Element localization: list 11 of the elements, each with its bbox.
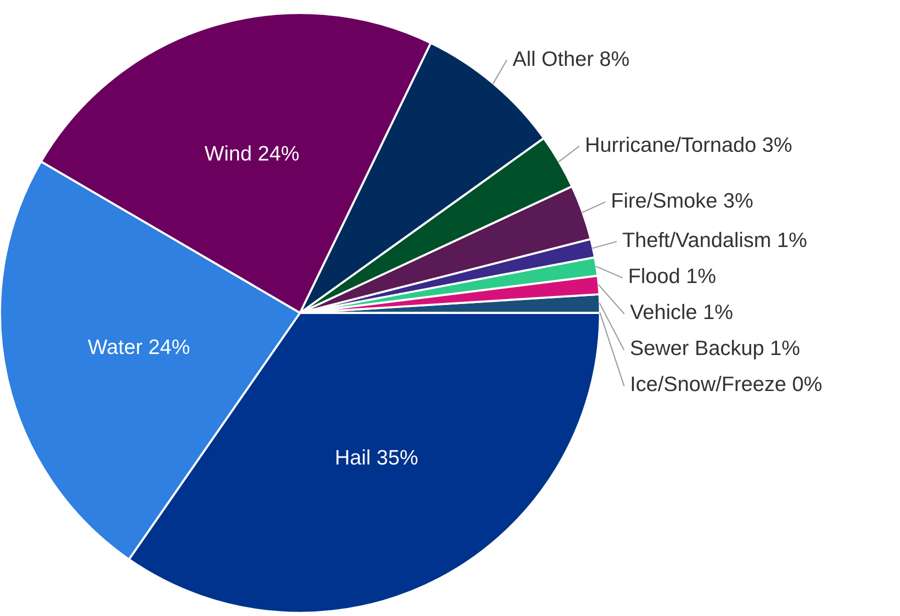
slice-label: All Other 8% [512, 50, 629, 66]
slice-label: Hail 35% [336, 449, 418, 465]
slice-label: Water 24% [88, 339, 190, 354]
slice-label: Fire/Smoke 3% [612, 192, 753, 208]
slice-label: Wind 24% [204, 145, 299, 161]
slice-label: Theft/Vandalism 1% [622, 232, 806, 248]
slice-label: Vehicle 1% [630, 304, 732, 320]
category-label: Ice/Snow/Freeze 0% [632, 376, 822, 392]
slice-label: Hurricane/Tornado 3% [586, 136, 792, 152]
slice-label: Flood 1% [630, 268, 716, 284]
slice-label: Sewer Backup 1% [630, 340, 800, 360]
